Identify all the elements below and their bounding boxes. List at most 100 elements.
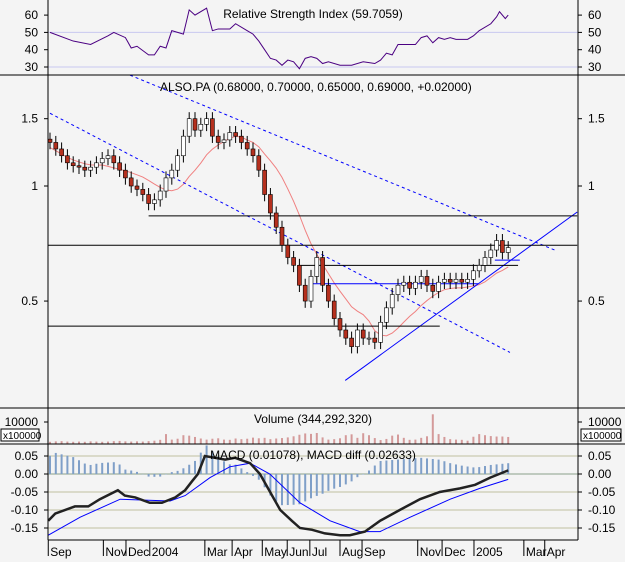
y-tick-label-left: 1	[31, 179, 38, 193]
trendline	[129, 74, 555, 251]
rsi-title: Relative Strength Index (59.7059)	[223, 7, 402, 21]
macd-histogram-bar	[228, 464, 231, 474]
macd-histogram-bar	[368, 470, 370, 474]
macd-histogram-bar	[124, 469, 127, 474]
macd-histogram-bar	[252, 474, 254, 476]
macd-histogram-bar	[112, 462, 115, 474]
candle	[123, 169, 128, 179]
candle	[47, 138, 53, 143]
macd-histogram-bar	[118, 464, 121, 474]
macd-histogram-bar	[408, 458, 411, 474]
signal-line	[48, 462, 509, 536]
macd-histogram-bar	[234, 464, 237, 474]
macd-histogram-bar	[107, 462, 109, 474]
macd-histogram-bar	[397, 459, 399, 474]
macd-histogram-bar	[83, 463, 86, 474]
macd-histogram-bar	[292, 474, 295, 505]
candle	[372, 337, 378, 343]
volume-bar	[333, 439, 336, 444]
volume-bar	[350, 434, 353, 444]
candle	[430, 284, 436, 292]
x-tick-label: Sep	[364, 545, 386, 559]
volume-bar	[49, 441, 51, 444]
candle	[233, 132, 238, 137]
volume-bar	[414, 439, 417, 444]
volume-bar	[478, 434, 481, 444]
y-tick-label-right: 50	[588, 25, 602, 39]
volume-bar	[147, 441, 150, 444]
macd-histogram-bar	[455, 464, 457, 474]
macd-histogram-bar	[449, 463, 452, 474]
macd-histogram-bar	[211, 451, 214, 474]
volume-bar	[89, 441, 92, 444]
candle	[384, 307, 389, 323]
candle	[181, 135, 186, 157]
macd-panel: 0.05 0.05 0.00 0.00 -0.05 -0.05 -0.10 -0.10 -0.1…	[11, 445, 616, 537]
macd-histogram-bar	[54, 452, 57, 474]
macd-histogram-bar	[443, 461, 446, 474]
candle	[407, 281, 412, 289]
candle	[453, 279, 459, 283]
y-tick-label-left: -0.10	[11, 503, 39, 517]
macd-histogram-bar	[49, 455, 51, 474]
volume-bar	[72, 441, 75, 444]
y-tick-label-right: -0.10	[588, 503, 616, 517]
volume-bar	[356, 437, 359, 444]
macd-histogram-bar	[72, 457, 75, 474]
x-tick-label: Nov	[420, 545, 441, 559]
volume-bar	[281, 438, 283, 444]
y-tick-label-left: 50	[25, 25, 39, 39]
y-tick-label-right: 60	[588, 8, 602, 22]
volume-bar	[176, 438, 179, 444]
macd-histogram-bar	[298, 474, 301, 505]
macd-histogram-bar	[484, 466, 486, 474]
volume-bar	[449, 439, 452, 444]
volume-bar	[228, 439, 231, 444]
volume-bar	[66, 441, 69, 444]
macd-histogram-bar	[385, 460, 388, 474]
candle	[169, 169, 175, 179]
macd-histogram-bar	[240, 468, 243, 474]
volume-bar	[269, 439, 272, 444]
volume-bar	[95, 441, 98, 444]
y-tick-label-left: -0.05	[11, 485, 39, 499]
macd-histogram-bar	[188, 464, 191, 474]
x-tick-label: Jun	[289, 545, 308, 559]
volume-bar	[153, 440, 156, 444]
volume-title: Volume (344,292,320)	[254, 412, 372, 426]
volume-bar	[391, 435, 394, 444]
volume-bar	[170, 439, 173, 444]
macd-histogram-bar	[194, 460, 196, 474]
x-tick-label: Mar	[207, 545, 228, 559]
candle	[320, 257, 325, 286]
macd-histogram-bar	[89, 464, 92, 474]
y-tick-label-left: 30	[25, 60, 39, 74]
macd-line	[47, 454, 509, 537]
volume-bar	[402, 437, 405, 444]
candle	[99, 158, 105, 164]
volume-unit-left: x100000	[3, 431, 42, 442]
volume-bar	[362, 433, 365, 444]
macd-histogram-bar	[426, 458, 428, 474]
candle	[442, 279, 447, 283]
macd-histogram-bar	[478, 467, 481, 474]
macd-histogram-bar	[66, 455, 69, 474]
candle	[349, 337, 354, 347]
candle	[152, 199, 157, 204]
unit-box	[0, 428, 40, 442]
candle	[302, 284, 308, 302]
macd-histogram-bar	[373, 465, 376, 474]
candle	[239, 135, 244, 143]
x-tick-label: Mar	[526, 545, 547, 559]
volume-bar	[194, 436, 196, 444]
candle	[488, 249, 494, 258]
volume-bar	[257, 438, 260, 444]
candle	[221, 139, 227, 143]
y-tick-label-left: -0.15	[11, 521, 39, 535]
candle	[326, 284, 331, 302]
volume-bar	[83, 441, 86, 444]
volume-bar	[310, 433, 312, 444]
